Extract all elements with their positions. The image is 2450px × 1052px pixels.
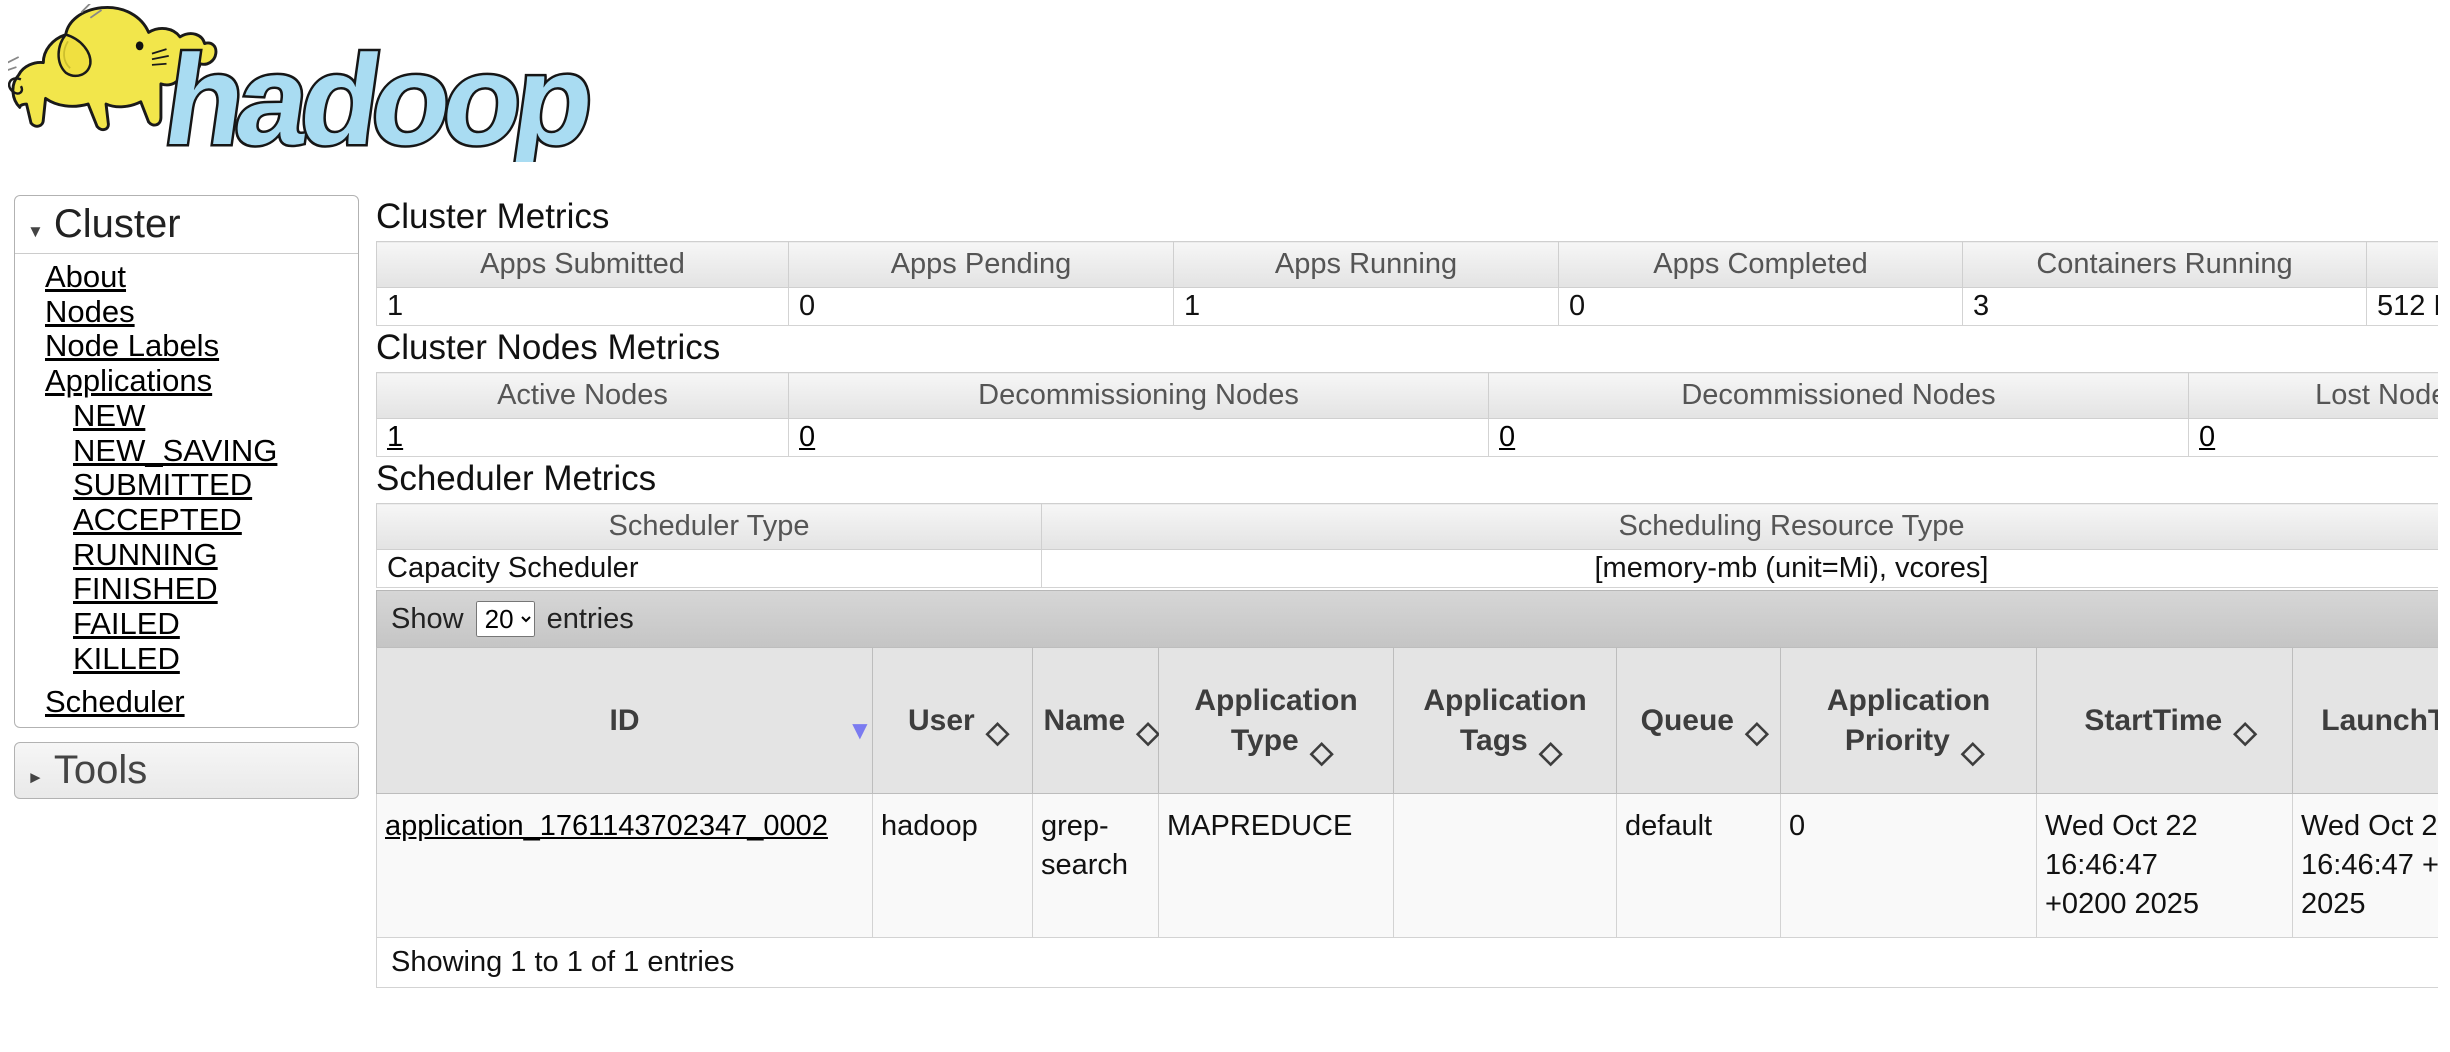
svg-text:hadoop: hadoop <box>156 30 599 162</box>
